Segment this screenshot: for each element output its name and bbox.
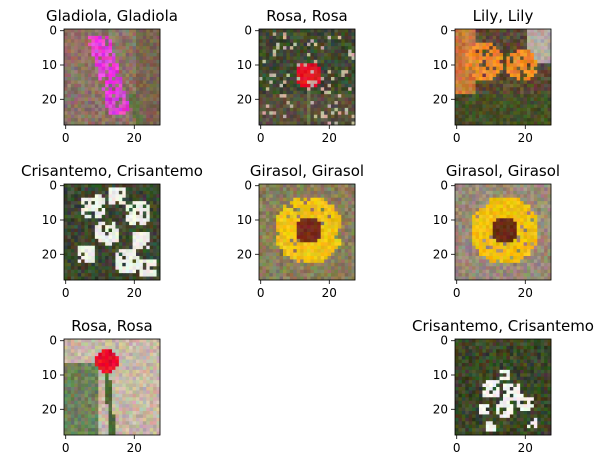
subplot-title: Crisantemo, Crisantemo — [412, 317, 594, 335]
x-tick-label: 20 — [518, 131, 533, 145]
subplot-title: Girasol, Girasol — [446, 162, 560, 180]
subplot-title: Rosa, Rosa — [71, 317, 152, 335]
y-tick-label: 10 — [433, 368, 448, 382]
y-tick-label: 0 — [440, 179, 448, 193]
x-tick-label: 20 — [127, 441, 142, 455]
x-tick-label: 0 — [62, 441, 70, 455]
x-tick-label: 20 — [322, 286, 337, 300]
subplot-title: Crisantemo, Crisantemo — [21, 162, 203, 180]
x-tick-label: 20 — [127, 131, 142, 145]
x-tick-label: 20 — [518, 286, 533, 300]
x-tick-label: 0 — [62, 131, 70, 145]
y-tick-label: 20 — [42, 92, 57, 106]
y-tick-label: 0 — [49, 24, 57, 38]
subplot-title: Gladiola, Gladiola — [46, 7, 178, 25]
y-tick-label: 20 — [237, 92, 252, 106]
axes-frame — [454, 28, 552, 126]
axes-frame — [63, 338, 161, 436]
subplot-2: Rosa, Rosa 0 20 0 10 20 — [237, 7, 356, 145]
y-tick-label: 10 — [42, 368, 57, 382]
axes-frame — [63, 28, 161, 126]
y-tick-label: 0 — [244, 24, 252, 38]
y-tick-label: 20 — [237, 247, 252, 261]
x-tick-label: 0 — [453, 131, 461, 145]
x-tick-label: 20 — [322, 131, 337, 145]
x-tick-label: 0 — [257, 131, 265, 145]
flower-image — [455, 29, 552, 126]
axes-frame — [63, 183, 161, 281]
x-tick-label: 0 — [453, 441, 461, 455]
x-tick-label: 0 — [257, 286, 265, 300]
x-tick-label: 0 — [453, 286, 461, 300]
x-tick-label: 20 — [518, 441, 533, 455]
x-tick-label: 0 — [62, 286, 70, 300]
subplot-title: Lily, Lily — [473, 7, 534, 25]
y-tick-label: 10 — [42, 213, 57, 227]
flower-image — [64, 339, 161, 436]
y-tick-label: 10 — [433, 58, 448, 72]
flower-image — [259, 29, 356, 126]
flower-image — [259, 184, 356, 281]
y-tick-label: 0 — [244, 179, 252, 193]
subplot-7: Rosa, Rosa 0 20 0 10 20 — [42, 317, 161, 455]
y-tick-label: 0 — [440, 24, 448, 38]
y-tick-label: 20 — [433, 402, 448, 416]
axes-frame — [454, 183, 552, 281]
y-tick-label: 10 — [237, 58, 252, 72]
axes-frame — [454, 338, 552, 436]
axes-frame — [258, 183, 356, 281]
y-tick-label: 20 — [433, 92, 448, 106]
y-tick-label: 20 — [433, 247, 448, 261]
subplot-3: Lily, Lily 0 20 0 10 20 — [433, 7, 552, 145]
subplot-title: Rosa, Rosa — [266, 7, 347, 25]
flower-image — [64, 29, 161, 126]
y-tick-label: 20 — [42, 247, 57, 261]
axes-frame — [258, 28, 356, 126]
y-tick-label: 10 — [237, 213, 252, 227]
y-tick-label: 20 — [42, 402, 57, 416]
x-tick-label: 20 — [127, 286, 142, 300]
y-tick-label: 10 — [42, 58, 57, 72]
y-tick-label: 0 — [440, 334, 448, 348]
subplot-title: Girasol, Girasol — [250, 162, 364, 180]
flower-image — [64, 184, 161, 281]
flower-image — [455, 184, 552, 281]
y-tick-label: 10 — [433, 213, 448, 227]
flower-image — [455, 339, 552, 436]
y-tick-label: 0 — [49, 179, 57, 193]
y-tick-label: 0 — [49, 334, 57, 348]
